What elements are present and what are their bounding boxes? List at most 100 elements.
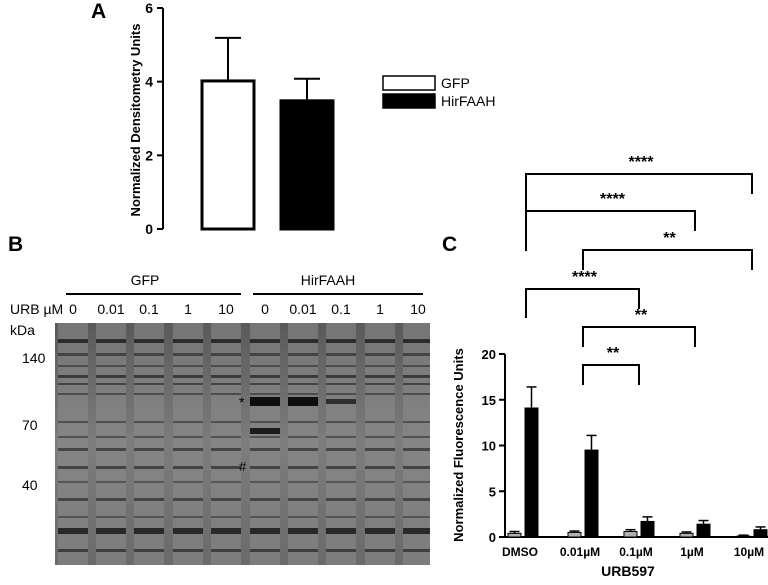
legend-label-hirfaah: HirFAAH <box>441 93 495 109</box>
chart-a-y-tick-label: 2 <box>145 147 153 163</box>
gel-lane-label: 0.1 <box>331 301 351 317</box>
gel-lane <box>173 323 203 565</box>
gel-lane-label: 10 <box>218 301 234 317</box>
chart-c-sig-label: ** <box>663 230 676 247</box>
gel-band <box>173 528 203 534</box>
gel-band <box>96 549 126 552</box>
legend-swatch-hirfaah <box>382 93 436 109</box>
gel-band <box>288 393 318 395</box>
gel-lane <box>326 323 356 565</box>
gel-band <box>134 516 164 518</box>
gel-band <box>403 383 430 385</box>
gel-band <box>58 481 88 483</box>
gel-band <box>58 375 88 378</box>
legend-label-gfp: GFP <box>441 75 470 91</box>
gel-band <box>403 421 430 423</box>
gel-lane-label: 1 <box>184 301 192 317</box>
gel-marker-40: 40 <box>22 477 38 493</box>
gel-band <box>365 436 395 438</box>
gel-band <box>96 421 126 423</box>
gel-band <box>211 498 241 501</box>
gel-band <box>403 353 430 356</box>
gel-lane <box>403 323 430 565</box>
gel-band <box>403 466 430 469</box>
chart-c-sig-label: **** <box>572 269 598 286</box>
gel-band <box>250 421 280 423</box>
gel-band <box>250 365 280 367</box>
gel-band <box>365 516 395 518</box>
gel-band <box>250 375 280 378</box>
chart-c-bar-3-0 <box>679 532 694 538</box>
chart-c-bar-4-1 <box>753 529 768 538</box>
gel-band <box>288 466 318 469</box>
gel-band <box>403 339 430 343</box>
gel-band <box>250 339 280 343</box>
chart-c-sig-label: ** <box>607 345 620 362</box>
gel-band <box>403 393 430 395</box>
chart-c-x-axis-label: URB597 <box>601 563 655 579</box>
chart-c-sig-bracket <box>525 173 753 214</box>
gel-band <box>173 365 203 367</box>
gel-band <box>96 528 126 534</box>
gel-urb-label: URB µM <box>10 301 64 317</box>
gel-band <box>403 365 430 367</box>
chart-c-y-tick-label: 0 <box>489 530 496 545</box>
chart-c-sig-label: ** <box>635 307 648 324</box>
gel-band <box>403 481 430 483</box>
gel-band <box>134 339 164 343</box>
gel-lane-label: 1 <box>376 301 384 317</box>
gel-band <box>96 339 126 343</box>
gel-band <box>58 339 88 343</box>
gel-band <box>326 353 356 356</box>
gel-band <box>403 528 430 534</box>
gel-band <box>58 365 88 367</box>
gel-lane-label: 0.01 <box>289 301 317 317</box>
gel-band <box>211 436 241 438</box>
panel-label-c: C <box>442 233 458 256</box>
chart-a-y-tick-label: 0 <box>145 221 153 237</box>
gel-panel: GFP HirFAAH URB µM 0 0.01 0.1 1 10 0 0.01 0.1 1 1… <box>0 255 440 585</box>
chart-c-bar-4-0 <box>736 535 751 538</box>
gel-band <box>288 516 318 518</box>
chart-c-y-tick-label: 20 <box>482 347 496 362</box>
chart-c-bar-0-1 <box>524 407 539 538</box>
chart-c-x-tick-label: 0.01µM <box>560 545 600 559</box>
gel-image: * # <box>55 323 430 565</box>
gel-band <box>173 516 203 518</box>
gel-band <box>250 528 280 534</box>
gel-band <box>211 466 241 469</box>
gel-band <box>134 436 164 438</box>
gel-band <box>250 516 280 518</box>
chart-c-bar-1-0 <box>567 531 582 538</box>
gel-band <box>173 498 203 501</box>
chart-c-sig-bracket <box>525 210 696 251</box>
gel-band <box>365 528 395 534</box>
gel-group-line-hirfaah <box>253 293 423 295</box>
gel-band <box>134 498 164 501</box>
gel-band <box>403 549 430 552</box>
panel-label-a: A <box>91 0 107 23</box>
gel-band <box>250 549 280 552</box>
chart-c-bars <box>507 386 768 538</box>
gel-group-label-gfp: GFP <box>130 272 160 288</box>
gel-group-label-hirfaah: HirFAAH <box>300 272 356 288</box>
gel-lane-label: 0 <box>261 301 269 317</box>
gel-lane-label: 10 <box>410 301 426 317</box>
gel-band <box>211 528 241 534</box>
gel-band <box>326 375 356 378</box>
chart-c-bar-1-1 <box>584 449 599 538</box>
gel-band <box>211 481 241 483</box>
chart-c-y-ticks: 0 5 10 15 20 <box>482 347 505 545</box>
gel-lane-label: 0.01 <box>97 301 125 317</box>
gel-lane-label: 0.1 <box>139 301 159 317</box>
gel-band <box>96 393 126 395</box>
gel-band <box>326 466 356 469</box>
gel-band <box>288 365 318 367</box>
gel-lane <box>250 323 280 565</box>
gel-band <box>134 393 164 395</box>
gel-band <box>211 353 241 356</box>
gel-band <box>96 516 126 518</box>
gel-band <box>326 498 356 501</box>
gel-band <box>365 481 395 483</box>
gel-band-hirfaah <box>288 397 318 406</box>
